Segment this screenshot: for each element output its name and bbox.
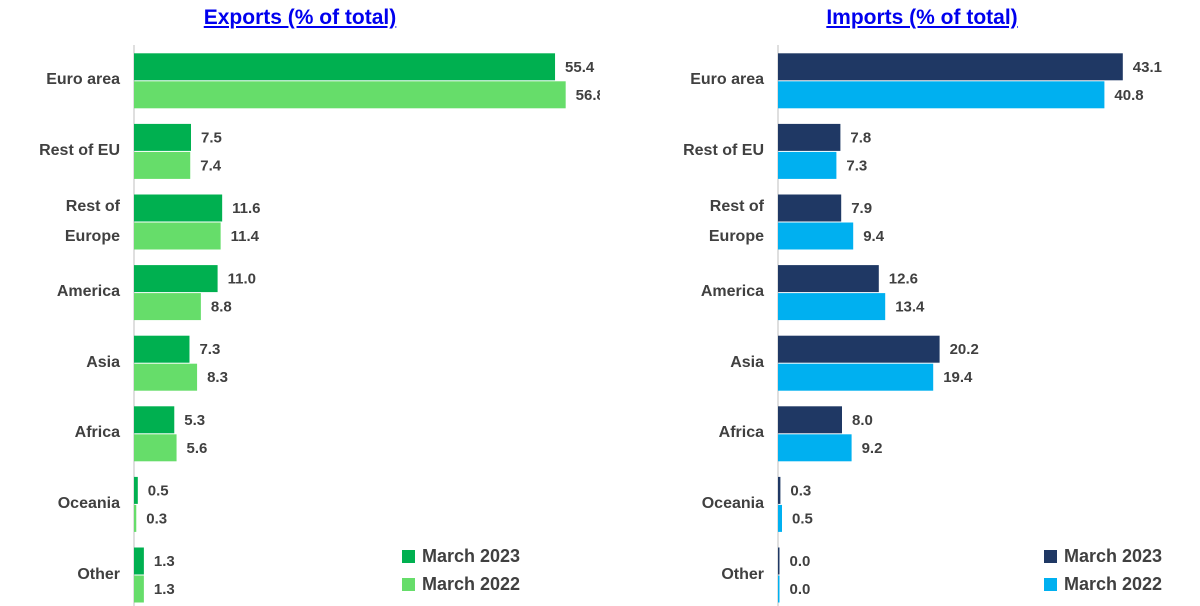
bar xyxy=(778,575,780,603)
bar xyxy=(778,476,781,504)
category-label: Other xyxy=(77,565,120,583)
value-label: 5.6 xyxy=(187,440,208,457)
value-label: 7.5 xyxy=(201,129,222,146)
category-label: America xyxy=(700,283,764,301)
legend-swatch xyxy=(1044,578,1057,591)
value-label: 8.8 xyxy=(211,299,232,316)
bar xyxy=(134,222,221,250)
value-label: 19.4 xyxy=(943,369,973,386)
bar-chart: Exports (% of total) 55.4 56.8 7.5 7.4 11.6 11… xyxy=(39,6,600,606)
category-label: Africa xyxy=(74,424,120,442)
category-label: Oceania xyxy=(701,494,764,512)
plot: 43.1 40.8 7.8 7.3 7.9 9.4 12.6 13.4 20.2 19.4 8.0 9… xyxy=(777,45,1162,606)
bar xyxy=(778,151,837,179)
legend-label: March 2023 xyxy=(1064,546,1162,566)
bar xyxy=(778,53,1123,81)
category-label: Rest of EU xyxy=(39,141,120,159)
value-label: 0.0 xyxy=(790,581,811,598)
value-label: 40.8 xyxy=(1114,87,1143,104)
bar xyxy=(778,335,940,363)
bar xyxy=(778,406,842,434)
value-label: 7.9 xyxy=(851,200,872,217)
value-label: 0.5 xyxy=(148,482,169,499)
value-label: 8.0 xyxy=(852,412,873,429)
bar xyxy=(778,504,782,532)
chart-title: Exports (% of total) xyxy=(203,6,397,29)
value-label: 12.6 xyxy=(889,271,918,288)
value-label: 0.3 xyxy=(790,482,811,499)
bar xyxy=(134,476,138,504)
bar xyxy=(778,123,841,151)
category-label: Rest of Europe xyxy=(708,197,764,245)
bar xyxy=(134,265,218,293)
bar xyxy=(134,335,190,363)
category-label: Rest of EU xyxy=(683,141,764,159)
bar xyxy=(134,293,201,321)
bar xyxy=(134,123,191,151)
bar xyxy=(134,547,144,575)
value-label: 11.0 xyxy=(228,271,256,288)
bar xyxy=(134,575,144,603)
category-label: Asia xyxy=(86,353,120,371)
bar xyxy=(134,434,177,462)
category-label: Euro area xyxy=(690,71,764,89)
value-label: 56.8 xyxy=(576,87,600,104)
category-label: Oceania xyxy=(57,494,120,512)
value-label: 7.8 xyxy=(850,129,871,146)
bar xyxy=(134,81,566,109)
value-label: 55.4 xyxy=(565,59,595,76)
value-label: 13.4 xyxy=(895,299,925,316)
plot: 55.4 56.8 7.5 7.4 11.6 11.4 11.0 8.8 7.3 8.3 5.3 5.… xyxy=(133,45,600,606)
value-label: 7.3 xyxy=(199,341,220,358)
category-label: Asia xyxy=(730,353,764,371)
value-label: 9.2 xyxy=(862,440,883,457)
bar xyxy=(134,53,556,81)
bar xyxy=(134,504,137,532)
bar xyxy=(778,363,934,391)
value-label: 11.4 xyxy=(231,228,260,245)
value-label: 0.5 xyxy=(792,510,813,527)
bar-chart: Imports (% of total) 43.1 40.8 7.8 7.3 7.9 9.4… xyxy=(644,0,1200,606)
value-label: 11.6 xyxy=(232,200,260,217)
value-label: 7.4 xyxy=(200,157,222,174)
bar xyxy=(134,363,198,391)
legend-label: March 2022 xyxy=(422,574,520,594)
legend-swatch xyxy=(1044,550,1057,563)
value-label: 7.3 xyxy=(846,157,867,174)
bar xyxy=(778,265,879,293)
bar xyxy=(778,194,842,222)
bar xyxy=(778,81,1105,109)
value-label: 1.3 xyxy=(154,581,175,598)
category-label: Africa xyxy=(718,424,764,442)
legend-swatch xyxy=(402,550,415,563)
bar xyxy=(134,194,223,222)
value-label: 8.3 xyxy=(207,369,228,386)
category-label: Rest of Europe xyxy=(64,197,120,245)
category-label: America xyxy=(56,283,120,301)
value-label: 0.0 xyxy=(790,553,811,570)
bar xyxy=(778,293,886,321)
value-label: 5.3 xyxy=(184,412,205,429)
value-label: 20.2 xyxy=(950,341,979,358)
legend-label: March 2023 xyxy=(422,546,520,566)
bar xyxy=(134,151,191,179)
value-label: 1.3 xyxy=(154,553,175,570)
bar xyxy=(778,222,854,250)
category-label: Euro area xyxy=(46,71,120,89)
legend-swatch xyxy=(402,578,415,591)
value-label: 43.1 xyxy=(1133,59,1162,76)
bar xyxy=(778,547,780,575)
category-label: Other xyxy=(721,565,764,583)
chart-title: Imports (% of total) xyxy=(826,6,1018,29)
bar xyxy=(778,434,852,462)
value-label: 9.4 xyxy=(863,228,885,245)
bar xyxy=(134,406,175,434)
legend-label: March 2022 xyxy=(1064,574,1162,594)
value-label: 0.3 xyxy=(146,510,167,527)
